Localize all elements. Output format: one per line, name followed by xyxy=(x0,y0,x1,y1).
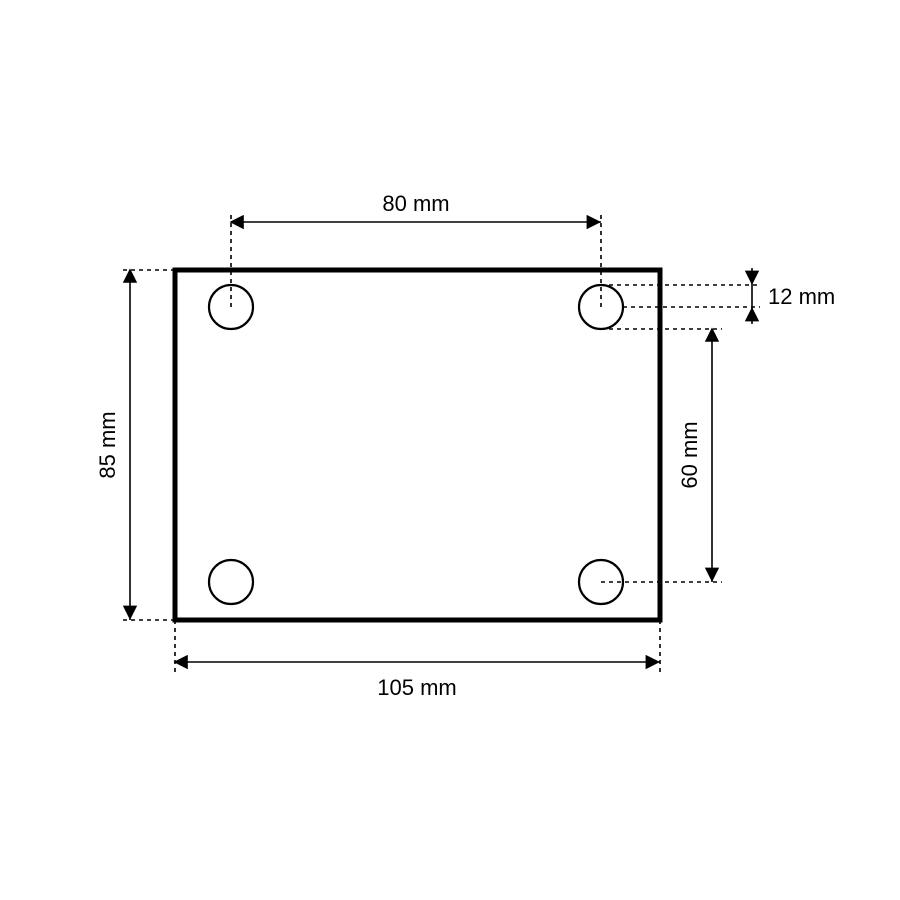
dim-label-60mm: 60 mm xyxy=(677,421,702,488)
hole-bottom-left xyxy=(209,560,253,604)
dim-label-80mm: 80 mm xyxy=(382,191,449,216)
dim-label-105mm: 105 mm xyxy=(377,675,456,700)
dim-label-12mm: 12 mm xyxy=(768,284,835,309)
dim-label-85mm: 85 mm xyxy=(95,411,120,478)
plate-drawing: 80 mm 105 mm 85 mm 60 mm 12 mm xyxy=(0,0,900,900)
